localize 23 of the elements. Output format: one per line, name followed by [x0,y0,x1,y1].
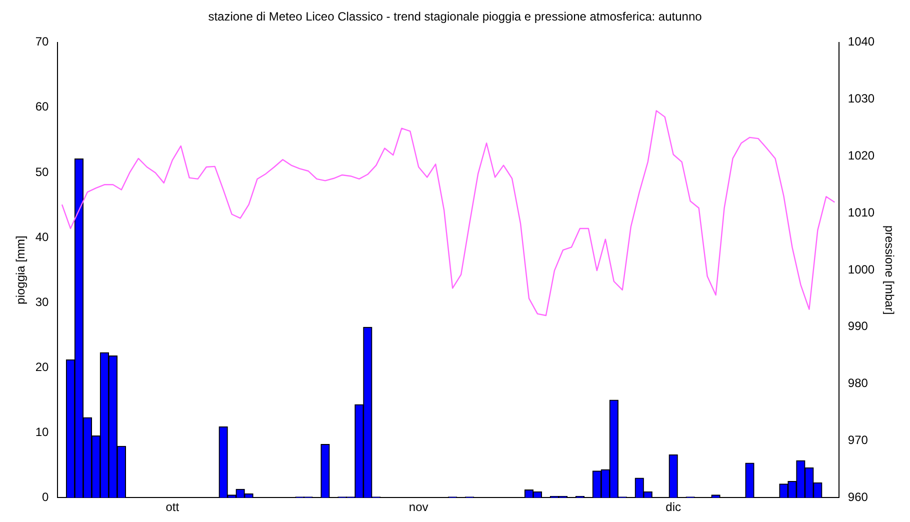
y2-tick-label: 960 [848,490,868,504]
chart-title: stazione di Meteo Liceo Classico - trend stagionale pioggia e pressione atmosferica: autunno [208,10,702,24]
y-tick-label: 50 [35,164,50,179]
y-tick-label: 40 [35,230,50,244]
y2-tick-label: 1010 [848,205,875,220]
y-tick-label: 20 [35,360,50,374]
y-tick-label: 60 [35,100,50,114]
y-axis-title: pioggia [mm] [14,236,28,304]
y2-tick-label: 970 [848,433,868,448]
y2-tick-label: 1000 [848,262,875,276]
y2-axis-title: pressione [mbar] [882,225,896,315]
y2-tick-label: 1030 [848,92,875,106]
x-tick-label: ott [166,500,180,514]
y2-tick-label: 1040 [848,34,875,49]
y2-tick-label: 990 [848,319,868,334]
y2-tick-label: 1020 [848,148,875,163]
y2-tick-label: 980 [848,376,868,390]
y-tick-label: 30 [35,294,50,309]
y-tick-label: 0 [42,490,50,504]
x-tick-label: nov [408,500,428,514]
x-tick-label: dic [666,500,682,514]
y-tick-label: 10 [35,424,50,439]
y-tick-label: 70 [35,34,50,49]
